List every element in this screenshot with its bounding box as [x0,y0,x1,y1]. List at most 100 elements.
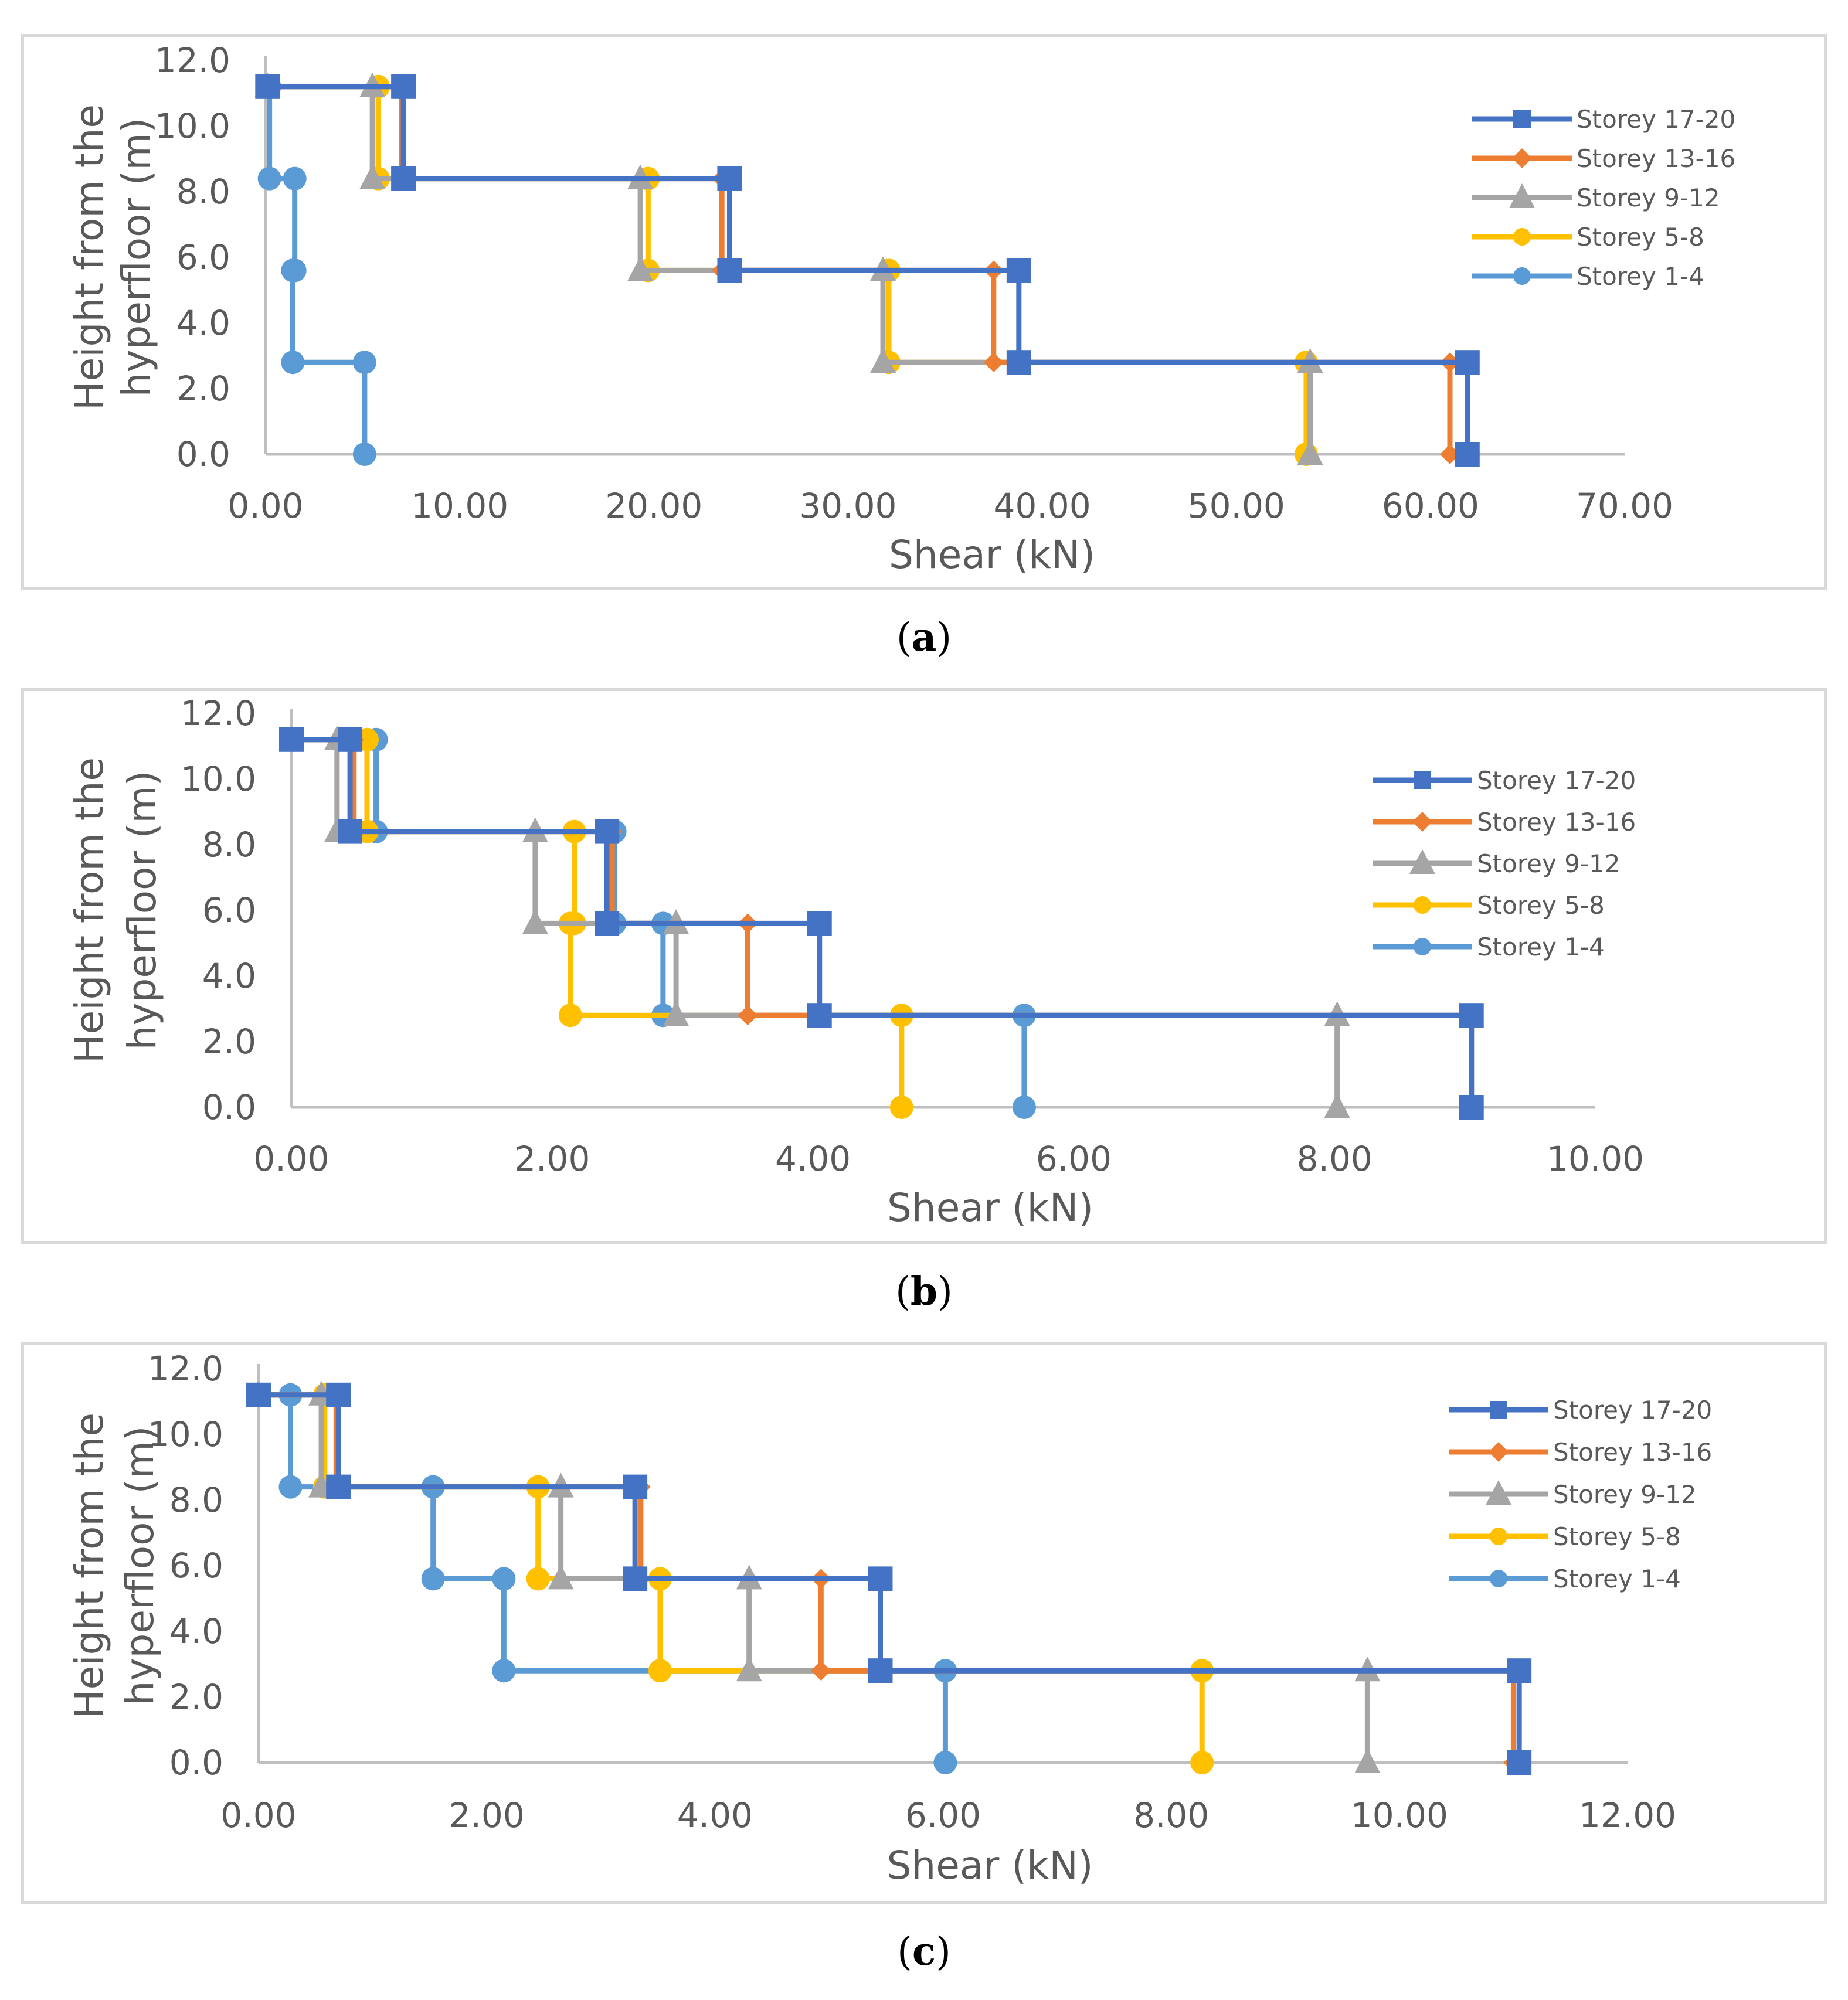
legend-swatch-marker [1512,148,1532,168]
x-tick-label: 8.00 [1297,1139,1373,1179]
data-point [257,166,281,191]
data-point [421,1567,445,1591]
legend-swatch-marker [1490,1570,1507,1587]
legend-label: Storey 9-12 [1553,1480,1697,1509]
data-point [492,1567,516,1591]
data-point [283,166,307,191]
legend-label: Storey 5-8 [1553,1522,1681,1551]
legend-swatch-marker [1490,1401,1507,1419]
legend-label: Storey 17-20 [1577,105,1735,134]
y-tick-label: 10.0 [155,106,230,146]
legend-label: Storey 1-4 [1477,933,1605,961]
data-point [326,1474,351,1499]
series-line [291,737,1475,1107]
x-tick-label: 6.00 [1036,1139,1112,1179]
x-tick-label: 2.00 [514,1139,590,1179]
legend-swatch-marker [1513,110,1531,128]
chart-a: 0.00 10.00 20.00 30.00 40.00 50.00 60.00 70.00 0… [67,40,1735,577]
data-point [870,348,896,373]
data-point [889,1096,913,1119]
data-point [255,74,280,99]
y-tick-label: 6.0 [169,1546,223,1586]
y-tick-label: 10.0 [148,1414,223,1454]
legend-item: Storey 17-20 [1449,1396,1712,1424]
legend-item: Storey 5-8 [1373,891,1605,920]
data-point [1439,444,1460,464]
data-point [278,1475,303,1499]
legend-label: Storey 13-16 [1553,1438,1712,1467]
x-tick-label: 10.00 [411,486,508,526]
legend-swatch-marker [1414,896,1431,914]
legend-item: Storey 17-20 [1472,105,1735,134]
legend-swatch-marker [1409,849,1435,874]
data-point [807,1003,832,1028]
legend-item: Storey 13-16 [1373,808,1636,836]
data-point [736,1657,762,1682]
legend-item: Storey 13-16 [1449,1438,1712,1467]
legend-item: Storey 17-20 [1373,766,1636,795]
data-point [1190,1751,1214,1774]
data-point [1297,440,1323,465]
series-storey-17-20 [246,1382,1532,1775]
data-point [522,909,548,934]
y-tick-label: 8.0 [176,172,230,212]
data-point [558,1004,582,1028]
x-tick-label: 10.00 [1547,1139,1644,1179]
y-axis-title: Height from the [67,104,112,410]
data-point [811,1661,831,1681]
data-point [717,166,742,191]
x-axis-title: Shear (kN) [889,532,1095,577]
data-point [807,911,832,936]
y-tick-label: 2.0 [176,369,230,409]
y-tick-label: 0.0 [202,1087,256,1127]
data-point [1459,1095,1484,1120]
data-point [352,443,376,466]
y-axis-title: hyperfloor (m) [120,771,165,1050]
x-tick-label: 10.00 [1351,1795,1448,1835]
data-point [1455,442,1480,467]
y-tick-label: 2.0 [202,1022,256,1062]
x-tick-label: 0.00 [253,1139,329,1179]
legend-item: Storey 9-12 [1449,1480,1697,1509]
series-storey-17-20 [279,727,1484,1120]
x-tick-label: 6.00 [905,1795,981,1835]
data-point [933,1751,957,1774]
legend-swatch-marker [1509,183,1535,208]
x-tick-label: 0.00 [220,1795,296,1835]
legend-label: Storey 13-16 [1577,144,1735,173]
y-tick-label: 12.0 [155,40,230,80]
legend-swatch-marker [1412,812,1432,832]
data-point [595,911,620,936]
data-point [391,74,416,99]
legend-item: Storey 13-16 [1472,144,1735,173]
legend-item: Storey 1-4 [1373,933,1605,961]
data-point [868,1566,893,1591]
x-tick-label: 70.00 [1576,486,1673,526]
y-tick-label: 0.0 [169,1743,223,1783]
chart-panel-c: 0.00 2.00 4.00 6.00 8.00 10.00 12.00 0.0 2.0 4.0 6… [21,1342,1827,1904]
x-tick-label: 60.00 [1382,486,1479,526]
legend-label: Storey 1-4 [1553,1564,1681,1593]
data-point [526,1567,550,1591]
legend-label: Storey 5-8 [1577,223,1704,251]
data-point [279,727,304,752]
y-tick-label: 6.0 [202,890,256,930]
data-point [1354,1749,1381,1773]
legend-label: Storey 9-12 [1477,849,1621,878]
x-axis-title: Shear (kN) [887,1185,1093,1230]
data-point [1507,1750,1532,1775]
y-tick-label: 0.0 [176,434,230,474]
y-tick-label: 6.0 [176,237,230,277]
y-tick-label: 8.0 [169,1480,223,1520]
data-point [1459,1003,1484,1028]
legend-item: Storey 1-4 [1449,1564,1681,1593]
legend-swatch-marker [1513,267,1531,285]
data-point [1324,1093,1350,1118]
data-point [1006,350,1031,375]
legend-swatch-marker [1486,1480,1511,1505]
data-point [623,1474,648,1499]
legend-item: Storey 9-12 [1373,849,1621,878]
data-point [738,1005,758,1026]
chart-c: 0.00 2.00 4.00 6.00 8.00 10.00 12.00 0.0 2.0 4.0 6… [67,1349,1712,1888]
data-point [868,1658,893,1683]
